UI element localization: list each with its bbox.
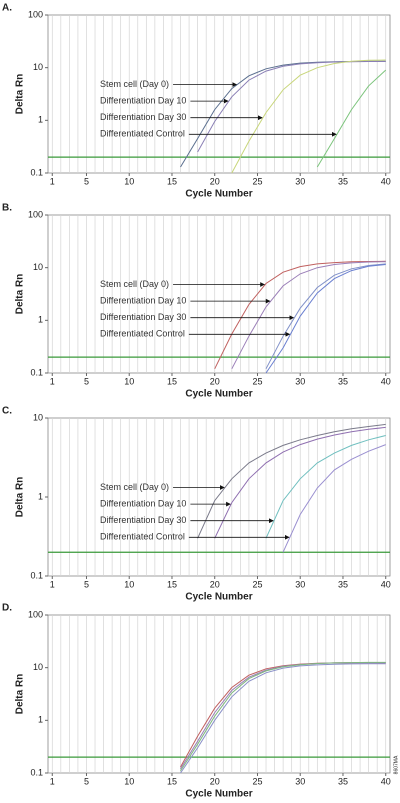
y-tick-label: 1 [38, 115, 43, 125]
x-tick-label: 15 [167, 376, 177, 386]
y-tick-label: 10 [33, 412, 43, 422]
y-tick-label: 0.1 [30, 367, 43, 377]
y-tick-label: 100 [28, 9, 43, 19]
x-tick-label: 35 [338, 376, 348, 386]
annotation: Differentiated Control [100, 129, 185, 139]
series-line [231, 59, 386, 174]
series-line [197, 423, 386, 539]
annotation: Differentiation Day 30 [100, 312, 186, 322]
x-axis-label: Cycle Number [185, 592, 252, 603]
x-tick-label: 40 [381, 376, 391, 386]
plot-area [47, 214, 391, 374]
panel-label: D. [2, 603, 12, 614]
y-axis-label: Delta Rn [15, 74, 26, 115]
annotation: Differentiation Day 10 [100, 498, 186, 508]
series-line [265, 264, 386, 374]
y-tick-label: 10 [33, 62, 43, 72]
y-axis-label: Delta Rn [15, 477, 26, 518]
x-tick-label: 10 [124, 579, 134, 589]
x-tick-label: 30 [295, 579, 305, 589]
x-tick-label: 25 [252, 176, 262, 186]
y-tick-label: 100 [28, 609, 43, 619]
x-tick-label: 10 [124, 376, 134, 386]
plot-area [47, 614, 391, 774]
y-tick-label: 10 [33, 662, 43, 672]
x-tick-label: 20 [210, 376, 220, 386]
x-tick-label: 35 [338, 579, 348, 589]
plot-area [47, 417, 391, 577]
annotation: Stem cell (Day 0) [100, 279, 169, 289]
annotation: Stem cell (Day 0) [100, 79, 169, 89]
y-tick-label: 1 [38, 715, 43, 725]
series-line [231, 261, 386, 370]
x-tick-label: 25 [252, 579, 262, 589]
x-axis-label: Cycle Number [185, 389, 252, 400]
annotation: Differentiation Day 10 [100, 295, 186, 305]
panel-label: B. [2, 203, 12, 214]
series-line [265, 435, 386, 539]
y-axis-label: Delta Rn [15, 274, 26, 315]
y-tick-label: 100 [28, 209, 43, 219]
annotation: Differentiated Control [100, 329, 185, 339]
x-tick-label: 35 [338, 176, 348, 186]
x-tick-label: 5 [84, 579, 89, 589]
x-tick-label: 25 [252, 376, 262, 386]
annotation: Differentiation Day 30 [100, 515, 186, 525]
annotation: Stem cell (Day 0) [100, 482, 169, 492]
x-axis-label: Cycle Number [185, 189, 252, 200]
series-line [282, 444, 386, 553]
x-tick-label: 10 [124, 176, 134, 186]
y-tick-label: 1 [38, 315, 43, 325]
x-tick-label: 1 [50, 376, 55, 386]
x-tick-label: 40 [381, 579, 391, 589]
series-line [214, 426, 386, 539]
y-tick-label: 0.1 [30, 167, 43, 177]
y-tick-label: 0.1 [30, 570, 43, 580]
plot-area [47, 14, 391, 174]
x-tick-label: 10 [124, 776, 134, 786]
figure-id: 8607MA [393, 755, 399, 774]
x-tick-label: 1 [50, 579, 55, 589]
x-tick-label: 15 [167, 776, 177, 786]
x-tick-label: 40 [381, 176, 391, 186]
annotation: Differentiated Control [100, 532, 185, 542]
x-tick-label: 5 [84, 176, 89, 186]
y-tick-label: 0.1 [30, 767, 43, 777]
x-tick-label: 20 [210, 579, 220, 589]
x-tick-label: 1 [50, 176, 55, 186]
series-line [316, 69, 387, 168]
series-line [265, 263, 386, 370]
y-tick-label: 1 [38, 491, 43, 501]
x-tick-label: 35 [338, 776, 348, 786]
x-tick-label: 40 [381, 776, 391, 786]
series-line [180, 663, 386, 774]
x-tick-label: 30 [295, 176, 305, 186]
annotation: Differentiation Day 10 [100, 95, 186, 105]
series-line [197, 61, 386, 153]
panel-label: C. [2, 406, 12, 417]
x-tick-label: 15 [167, 176, 177, 186]
x-tick-label: 30 [295, 376, 305, 386]
x-tick-label: 20 [210, 776, 220, 786]
x-tick-label: 30 [295, 776, 305, 786]
x-tick-label: 5 [84, 376, 89, 386]
x-tick-label: 5 [84, 776, 89, 786]
x-tick-label: 15 [167, 579, 177, 589]
x-tick-label: 25 [252, 776, 262, 786]
series-line [214, 260, 386, 370]
y-axis-label: Delta Rn [15, 674, 26, 715]
panel-label: A. [2, 3, 12, 14]
y-tick-label: 10 [33, 262, 43, 272]
series-line [180, 661, 386, 772]
annotation: Differentiation Day 30 [100, 112, 186, 122]
x-axis-label: Cycle Number [185, 789, 252, 800]
x-tick-label: 20 [210, 176, 220, 186]
x-tick-label: 1 [50, 776, 55, 786]
